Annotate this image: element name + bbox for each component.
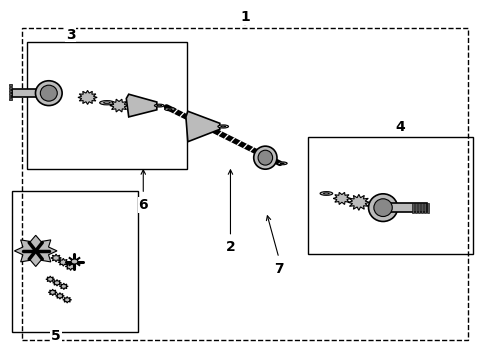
- Polygon shape: [421, 203, 423, 213]
- Text: 3: 3: [66, 28, 75, 42]
- Text: 7: 7: [274, 262, 284, 276]
- Polygon shape: [427, 203, 429, 213]
- Polygon shape: [418, 203, 420, 213]
- Ellipse shape: [374, 199, 392, 216]
- Polygon shape: [65, 262, 76, 270]
- Ellipse shape: [154, 104, 164, 107]
- Ellipse shape: [35, 81, 62, 105]
- Ellipse shape: [280, 163, 284, 164]
- Ellipse shape: [254, 146, 277, 169]
- Ellipse shape: [157, 105, 162, 106]
- Ellipse shape: [103, 102, 110, 103]
- Ellipse shape: [168, 109, 172, 110]
- Polygon shape: [9, 87, 12, 89]
- Polygon shape: [186, 111, 220, 142]
- Ellipse shape: [277, 162, 287, 165]
- Ellipse shape: [258, 150, 272, 165]
- Ellipse shape: [218, 125, 228, 128]
- Polygon shape: [51, 254, 61, 262]
- Polygon shape: [348, 194, 370, 210]
- Text: 2: 2: [225, 240, 235, 255]
- Ellipse shape: [323, 193, 329, 194]
- Ellipse shape: [40, 85, 57, 101]
- Polygon shape: [12, 89, 47, 98]
- Ellipse shape: [71, 259, 78, 264]
- Ellipse shape: [320, 192, 333, 195]
- Polygon shape: [386, 203, 427, 212]
- Text: 4: 4: [395, 120, 405, 134]
- Polygon shape: [9, 84, 12, 86]
- Polygon shape: [333, 192, 351, 204]
- Polygon shape: [78, 90, 97, 104]
- Polygon shape: [14, 235, 57, 266]
- Polygon shape: [415, 203, 417, 213]
- Polygon shape: [424, 203, 426, 213]
- Ellipse shape: [368, 194, 397, 221]
- Polygon shape: [53, 280, 61, 286]
- Polygon shape: [63, 297, 72, 303]
- Ellipse shape: [165, 108, 175, 111]
- Polygon shape: [55, 293, 64, 299]
- Polygon shape: [9, 99, 12, 100]
- Polygon shape: [9, 96, 12, 98]
- Ellipse shape: [99, 100, 114, 105]
- Polygon shape: [126, 94, 157, 117]
- Polygon shape: [49, 289, 57, 296]
- Text: 1: 1: [240, 10, 250, 24]
- Text: 6: 6: [139, 198, 148, 212]
- Ellipse shape: [221, 126, 225, 127]
- Text: 5: 5: [51, 329, 61, 343]
- Polygon shape: [58, 258, 69, 266]
- Polygon shape: [412, 203, 414, 213]
- Polygon shape: [46, 276, 54, 283]
- Polygon shape: [9, 90, 12, 92]
- Polygon shape: [9, 93, 12, 95]
- Polygon shape: [59, 283, 68, 289]
- Polygon shape: [110, 99, 128, 112]
